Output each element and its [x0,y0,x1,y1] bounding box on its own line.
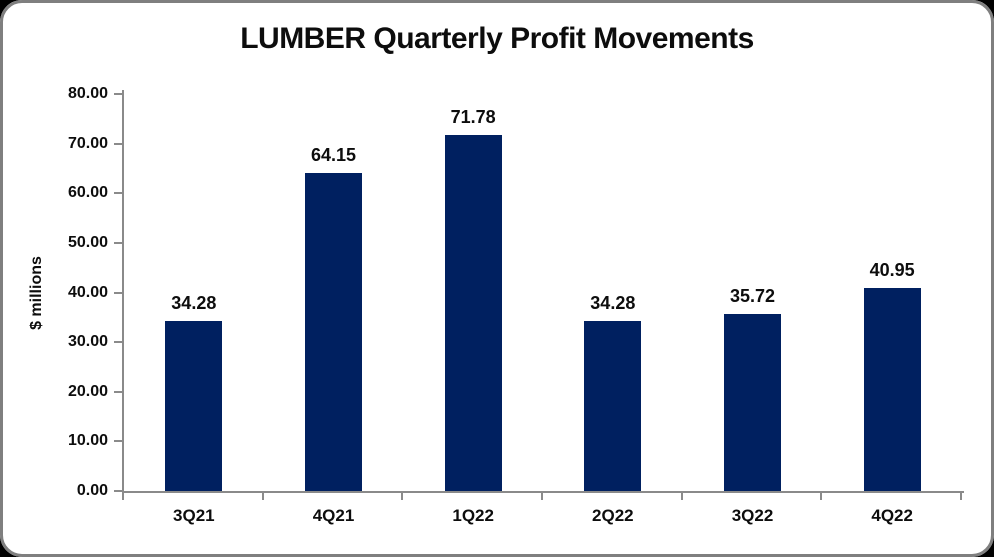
bar-4q22 [863,287,921,491]
y-tick-label: 70.00 [67,134,108,152]
x-axis-line [122,491,964,493]
x-tick-mark [261,493,264,500]
bar-1q22 [444,134,502,491]
y-tick-mark [114,490,122,492]
bar-value-label: 34.28 [171,292,217,313]
y-tick-label: 20.00 [67,382,108,400]
x-tick-label: 4Q21 [312,506,355,525]
y-tick-label: 50.00 [67,233,108,251]
bar-value-label: 64.15 [310,144,357,165]
y-axis-line [122,90,124,493]
bar-value-label: 40.95 [869,259,915,280]
y-tick-mark [114,291,122,294]
y-tick-label: 60.00 [67,184,108,202]
y-tick-mark [114,390,122,393]
x-tick-label: 4Q22 [871,506,913,525]
x-tick-label: 2Q22 [592,506,634,525]
y-tick-mark [114,241,122,244]
y-tick-mark [114,192,122,195]
x-tick-mark [680,493,683,500]
bar-2q22 [584,320,642,491]
bar-3q22 [724,313,781,491]
y-tick-label: 80.00 [67,85,108,102]
x-tick-mark [401,493,404,500]
x-tick-label: 1Q22 [452,506,494,525]
x-tick-mark [122,493,124,500]
x-tick-mark [820,493,823,500]
x-tick-label: 3Q21 [173,506,215,525]
x-tick-mark [541,493,543,500]
x-tick-mark [960,493,962,500]
x-tick-label: 3Q22 [731,506,774,525]
y-tick-label: 30.00 [67,333,108,351]
bar-value-label: 71.78 [450,106,496,127]
y-tick-label: 10.00 [67,432,108,450]
bar-3q21 [165,320,223,491]
y-tick-mark [114,142,122,145]
bar-value-label: 34.28 [590,292,636,313]
bar-value-label: 35.72 [729,285,776,306]
y-tick-label: 40.00 [67,283,108,301]
y-tick-mark [114,440,122,443]
chart-title: LUMBER Quarterly Profit Movements [240,22,754,55]
y-tick-label: 0.00 [76,482,108,499]
y-tick-mark [114,93,122,95]
bar-4q21 [305,172,362,491]
y-tick-mark [114,341,122,344]
